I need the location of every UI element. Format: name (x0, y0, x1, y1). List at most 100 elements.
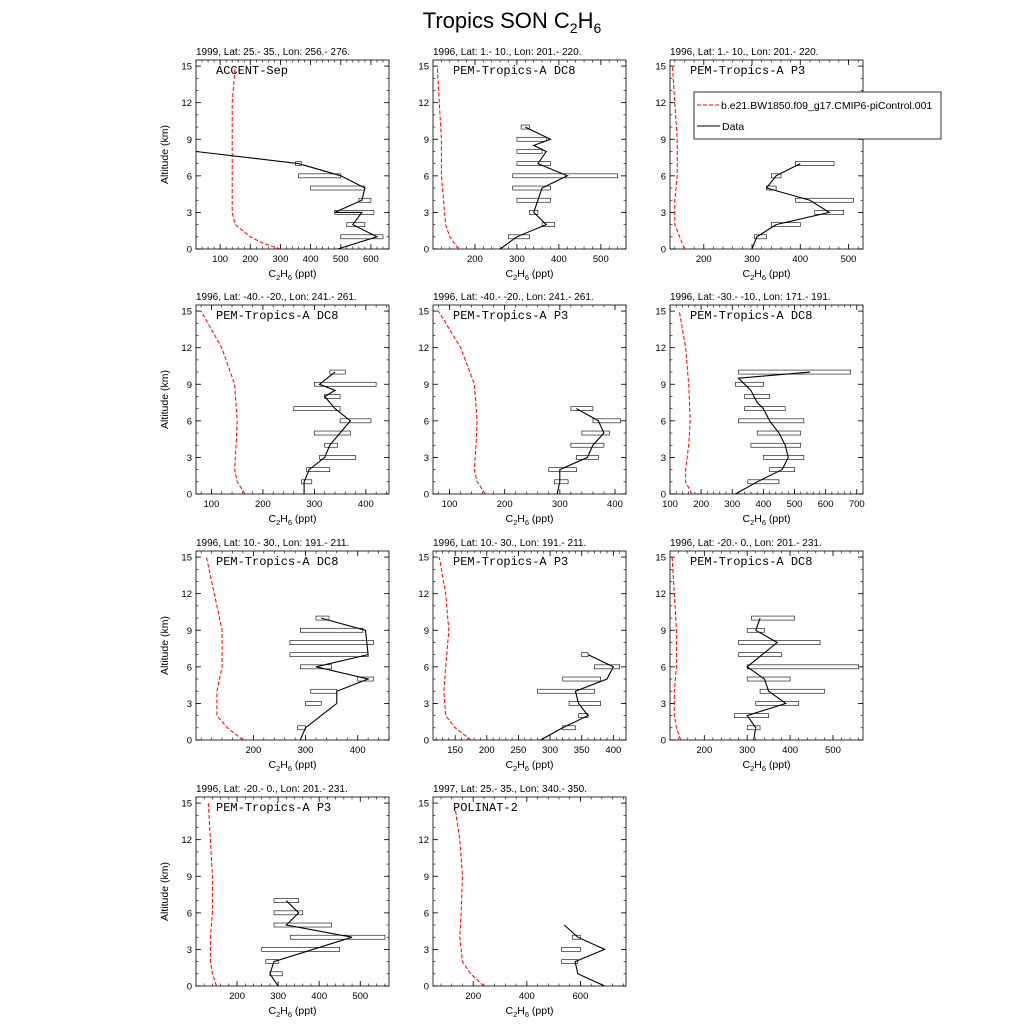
campaign-label: PEM-Tropics-A P3 (216, 801, 331, 815)
y-tick-label: 3 (661, 208, 666, 219)
y-tick-label: 0 (424, 245, 429, 256)
y-tick-label: 6 (187, 171, 192, 182)
x-tick-label: 600 (818, 499, 834, 510)
y-tick-label: 0 (424, 490, 429, 501)
y-tick-label: 6 (424, 662, 429, 673)
campaign-label: PEM-Tropics-A P3 (453, 309, 568, 323)
y-tick-label: 3 (424, 453, 429, 464)
x-tick-label: 500 (352, 991, 368, 1002)
range-box (358, 197, 372, 203)
y-tick-label: 15 (181, 307, 192, 318)
data-line (751, 163, 831, 249)
range-box (289, 640, 374, 645)
y-tick-label: 0 (661, 490, 666, 501)
data-line (269, 900, 353, 986)
x-tick-label: 300 (270, 991, 286, 1002)
range-box (516, 149, 543, 154)
y-tick-label: 6 (661, 662, 666, 673)
y-tick-label: 15 (655, 62, 666, 73)
y-tick-label: 0 (187, 982, 192, 993)
range-box (289, 652, 369, 657)
y-tick-label: 3 (424, 208, 429, 219)
plot-frame (195, 304, 390, 495)
y-tick-label: 0 (424, 736, 429, 747)
range-box (314, 430, 351, 436)
model-line (207, 803, 217, 986)
data-line (299, 617, 370, 740)
model-line (671, 66, 685, 249)
y-tick-label: 12 (181, 835, 192, 846)
x-tick-label: 300 (739, 745, 755, 756)
y-tick-label: 0 (187, 245, 192, 256)
y-tick-label: 12 (418, 835, 429, 846)
y-tick-label: 3 (187, 208, 192, 219)
x-tick-label: 250 (510, 745, 526, 756)
plot-area (671, 557, 860, 740)
range-box (340, 234, 384, 240)
y-tick-label: 9 (424, 135, 429, 146)
data-line (540, 654, 615, 740)
x-tick-label: 700 (849, 499, 865, 510)
x-axis-label: C2H6 (ppt) (505, 759, 553, 773)
y-tick-label: 3 (661, 699, 666, 710)
plot-area (438, 557, 620, 740)
data-line (303, 371, 352, 494)
x-tick-label: 200 (242, 254, 258, 265)
campaign-label: PEM-Tropics-A DC8 (690, 555, 812, 569)
x-tick-label: 200 (229, 991, 245, 1002)
model-line (436, 66, 459, 249)
panel-header: 1996, Lat: 1.- 10., Lon: 201.- 220. (670, 47, 818, 58)
y-tick-label: 15 (418, 553, 429, 564)
x-axis-label: C2H6 (ppt) (505, 513, 553, 527)
x-tick-label: 300 (542, 745, 558, 756)
y-tick-label: 15 (418, 799, 429, 810)
x-axis-label: C2H6 (ppt) (268, 759, 316, 773)
range-box (310, 185, 366, 191)
x-tick-label: 100 (212, 254, 228, 265)
legend: b.e21.BW1850.f09_g17.CMIP6-piControl.001… (693, 91, 942, 140)
panel-header: 1996, Lat: -20.- 0., Lon: 201.- 231. (670, 538, 822, 549)
x-tick-label: 500 (333, 254, 349, 265)
range-box (516, 197, 551, 203)
panel-10: 1996, Lat: -20.- 0., Lon: 201.- 231. PEM-… (159, 784, 390, 1019)
range-box (305, 701, 322, 706)
data-line (556, 408, 605, 494)
x-tick-label: 350 (574, 745, 590, 756)
range-box (759, 688, 825, 694)
x-tick-label: 300 (552, 499, 568, 510)
y-tick-label: 15 (181, 553, 192, 564)
y-tick-label: 15 (418, 62, 429, 73)
y-tick-label: 6 (424, 416, 429, 427)
x-tick-label: 300 (724, 499, 740, 510)
x-tick-label: 400 (350, 745, 366, 756)
y-tick-label: 9 (661, 380, 666, 391)
x-tick-label: 400 (311, 991, 327, 1002)
y-tick-label: 6 (187, 908, 192, 919)
range-box (290, 934, 386, 940)
panel-8: 1996, Lat: 10.- 30., Lon: 191.- 211. PEM-… (418, 538, 627, 773)
range-box (581, 430, 610, 436)
model-line (438, 557, 472, 740)
range-box (310, 688, 338, 694)
panel-header: 1997, Lat: 25.- 35., Lon: 340.- 350. (433, 784, 587, 795)
range-box (594, 664, 620, 670)
panels-group: 1999, Lat: 25.- 35., Lon: 256.- 276. ACCE… (159, 47, 865, 1019)
x-tick-label: 400 (358, 499, 374, 510)
x-tick-label: 100 (662, 499, 678, 510)
range-box (744, 394, 770, 399)
range-box (273, 922, 332, 928)
figure-title: Tropics SON C2H6 (423, 8, 602, 36)
range-box (747, 479, 780, 485)
x-tick-label: 400 (303, 254, 319, 265)
panel-1: 1999, Lat: 25.- 35., Lon: 256.- 276. ACCE… (159, 47, 390, 282)
plot-frame (669, 304, 864, 495)
x-axis-label: C2H6 (ppt) (268, 1005, 316, 1019)
range-box (265, 959, 279, 964)
x-tick-label: 600 (363, 254, 379, 265)
plot-area (671, 66, 854, 249)
range-box (512, 173, 618, 179)
plot-frame (195, 796, 390, 987)
y-tick-label: 3 (187, 453, 192, 464)
x-axis-label: C2H6 (ppt) (742, 268, 790, 282)
y-tick-label: 12 (655, 98, 666, 109)
